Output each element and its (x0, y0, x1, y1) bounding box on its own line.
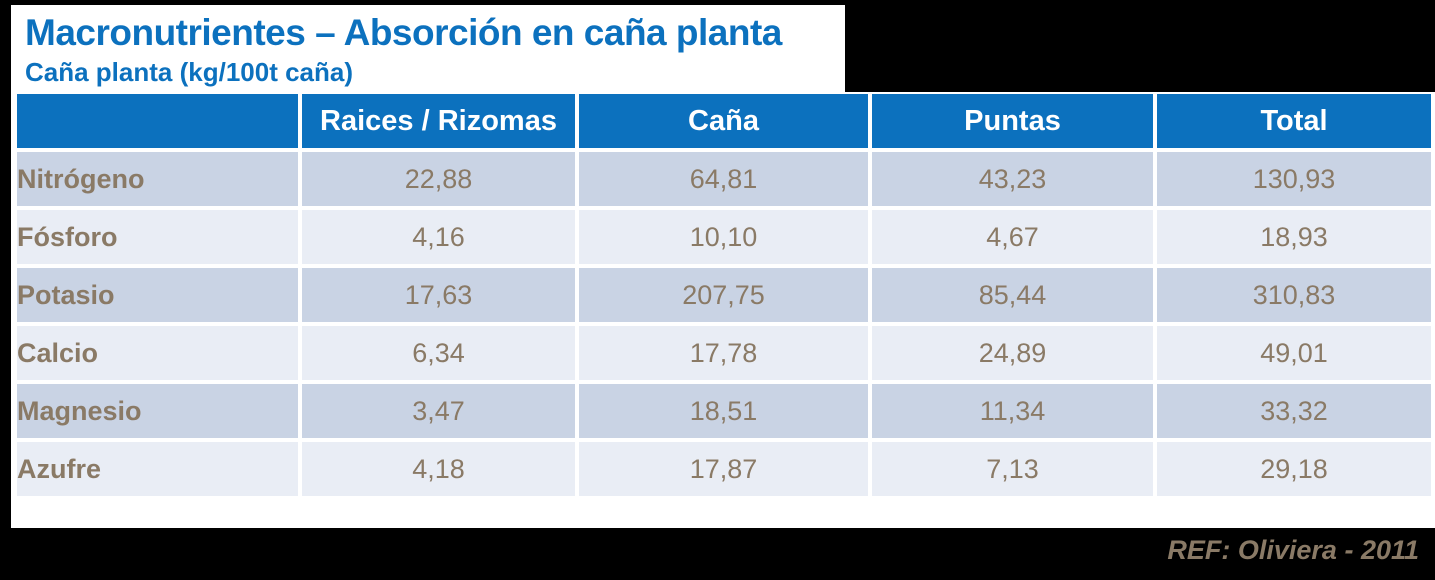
header-cell-empty (17, 94, 298, 148)
top-right-black-block (845, 0, 1435, 92)
nutrient-table-container: Raices / Rizomas Caña Puntas Total Nitró… (13, 90, 1435, 500)
cell-value: 22,88 (302, 152, 575, 206)
row-label: Nitrógeno (17, 152, 298, 206)
cell-value: 310,83 (1157, 268, 1431, 322)
cell-value: 33,32 (1157, 384, 1431, 438)
header-cell-raices-rizomas: Raices / Rizomas (302, 94, 575, 148)
cell-value: 18,93 (1157, 210, 1431, 264)
header-cell-cana: Caña (579, 94, 868, 148)
footer-bar: REF: Oliviera - 2011 (0, 528, 1435, 580)
left-border (0, 0, 11, 580)
cell-value: 11,34 (872, 384, 1153, 438)
header-cell-puntas: Puntas (872, 94, 1153, 148)
row-label: Azufre (17, 442, 298, 496)
cell-value: 4,18 (302, 442, 575, 496)
cell-value: 29,18 (1157, 442, 1431, 496)
cell-value: 17,78 (579, 326, 868, 380)
reference-text: REF: Oliviera - 2011 (1167, 535, 1419, 565)
cell-value: 4,16 (302, 210, 575, 264)
top-border (0, 0, 1435, 5)
table-row-azufre: Azufre 4,18 17,87 7,13 29,18 (17, 442, 1431, 496)
cell-value: 7,13 (872, 442, 1153, 496)
header-row: Raices / Rizomas Caña Puntas Total (17, 94, 1431, 148)
slide-subtitle: Caña planta (kg/100t caña) (25, 57, 353, 87)
table-row-nitrogeno: Nitrógeno 22,88 64,81 43,23 130,93 (17, 152, 1431, 206)
row-label: Potasio (17, 268, 298, 322)
cell-value: 24,89 (872, 326, 1153, 380)
table-row-calcio: Calcio 6,34 17,78 24,89 49,01 (17, 326, 1431, 380)
slide-title: Macronutrientes – Absorción en caña plan… (25, 12, 782, 53)
table-row-fosforo: Fósforo 4,16 10,10 4,67 18,93 (17, 210, 1431, 264)
cell-value: 17,63 (302, 268, 575, 322)
cell-value: 18,51 (579, 384, 868, 438)
header-cell-total: Total (1157, 94, 1431, 148)
cell-value: 130,93 (1157, 152, 1431, 206)
cell-value: 207,75 (579, 268, 868, 322)
row-label: Calcio (17, 326, 298, 380)
row-label: Magnesio (17, 384, 298, 438)
cell-value: 49,01 (1157, 326, 1431, 380)
table-row-potasio: Potasio 17,63 207,75 85,44 310,83 (17, 268, 1431, 322)
cell-value: 85,44 (872, 268, 1153, 322)
cell-value: 43,23 (872, 152, 1153, 206)
cell-value: 10,10 (579, 210, 868, 264)
cell-value: 64,81 (579, 152, 868, 206)
cell-value: 4,67 (872, 210, 1153, 264)
cell-value: 3,47 (302, 384, 575, 438)
table-row-magnesio: Magnesio 3,47 18,51 11,34 33,32 (17, 384, 1431, 438)
row-label: Fósforo (17, 210, 298, 264)
cell-value: 6,34 (302, 326, 575, 380)
nutrient-table: Raices / Rizomas Caña Puntas Total Nitró… (13, 90, 1435, 500)
cell-value: 17,87 (579, 442, 868, 496)
